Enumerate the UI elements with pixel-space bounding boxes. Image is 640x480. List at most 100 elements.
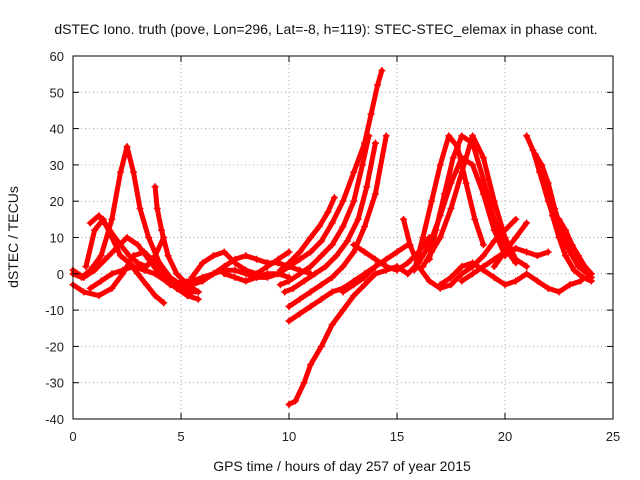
data-point [458, 132, 466, 140]
data-point [86, 219, 94, 227]
data-series [199, 252, 315, 285]
data-point [300, 379, 308, 387]
data-point [80, 288, 88, 296]
x-tick-label: 15 [390, 429, 404, 444]
series-line [282, 140, 378, 295]
data-point [134, 241, 142, 249]
x-tick-label: 20 [498, 429, 512, 444]
data-point [523, 270, 531, 278]
data-point [95, 212, 103, 220]
data-series [281, 139, 379, 296]
data-point [587, 270, 595, 278]
data-point [469, 132, 477, 140]
data-point [512, 259, 520, 267]
data-point [80, 273, 88, 281]
data-series [490, 219, 531, 271]
data-point [289, 284, 297, 292]
data-series [285, 132, 390, 310]
data-point [324, 208, 332, 216]
y-tick-label: -40 [45, 412, 64, 427]
data-point [406, 241, 414, 249]
data-point [382, 132, 390, 140]
data-point [587, 277, 595, 285]
data-point [425, 255, 433, 263]
data-point [479, 263, 487, 271]
data-point [462, 179, 470, 187]
data-point [425, 277, 433, 285]
data-point [86, 284, 94, 292]
series-line [286, 133, 389, 309]
data-point [555, 234, 563, 241]
data-point [371, 270, 379, 278]
data-point [296, 248, 304, 256]
data-point [542, 183, 550, 191]
data-point [145, 234, 153, 241]
data-point [490, 263, 498, 271]
data-point [307, 234, 315, 241]
y-axis-label: dSTEC / TECUs [5, 186, 21, 288]
data-point [112, 244, 120, 252]
data-point [490, 215, 498, 223]
data-point [231, 255, 239, 263]
data-point [311, 270, 319, 278]
data-point [300, 277, 308, 285]
data-point [574, 252, 582, 260]
data-point [330, 194, 338, 202]
data-point [371, 255, 379, 263]
data-point [95, 292, 103, 300]
x-tick-label: 0 [69, 429, 76, 444]
y-tick-label: 40 [50, 122, 64, 137]
data-series [339, 241, 412, 296]
data-point [536, 161, 544, 169]
data-point [263, 259, 271, 267]
data-series [276, 132, 373, 289]
data-series [536, 161, 595, 285]
data-point [350, 197, 358, 205]
series-line [277, 133, 372, 288]
y-tick-label: 50 [50, 85, 64, 100]
data-point [317, 342, 325, 350]
data-point [354, 215, 362, 223]
data-point [561, 226, 569, 234]
data-series [86, 263, 202, 303]
x-tick-label: 10 [282, 429, 296, 444]
data-point [566, 281, 574, 289]
data-point [445, 132, 453, 140]
data-point [183, 292, 191, 300]
data-point [263, 270, 271, 278]
data-point [523, 248, 531, 256]
data-point [339, 288, 347, 296]
series-line [83, 216, 167, 306]
data-point [393, 266, 401, 274]
data-point [117, 168, 125, 176]
data-point [106, 226, 114, 234]
data-point [231, 273, 239, 281]
data-point [479, 175, 487, 183]
data-point [365, 132, 373, 140]
data-point [363, 183, 371, 191]
data-point [140, 266, 148, 274]
data-point [361, 223, 369, 231]
data-point [285, 248, 293, 256]
data-point [382, 263, 390, 271]
data-point [151, 292, 159, 300]
data-point [374, 81, 382, 89]
data-point [231, 266, 239, 274]
data-point [188, 273, 196, 281]
data-point [307, 302, 315, 310]
data-point [322, 263, 330, 271]
ticks: 0 5 10 15 20 25 -40 -30 -20 -10 0 10 20 30 40 50 60 [45, 49, 620, 444]
data-point [307, 263, 315, 271]
data-point [458, 263, 466, 271]
data-point [339, 306, 347, 314]
data-point [512, 234, 520, 241]
data-point [274, 259, 282, 267]
data-point [145, 255, 153, 263]
data-point [209, 270, 217, 278]
data-point [328, 219, 336, 227]
data-point [410, 266, 418, 274]
data-point [523, 132, 531, 140]
data-point [188, 288, 196, 296]
data-point [555, 215, 563, 223]
data-point [108, 270, 116, 278]
